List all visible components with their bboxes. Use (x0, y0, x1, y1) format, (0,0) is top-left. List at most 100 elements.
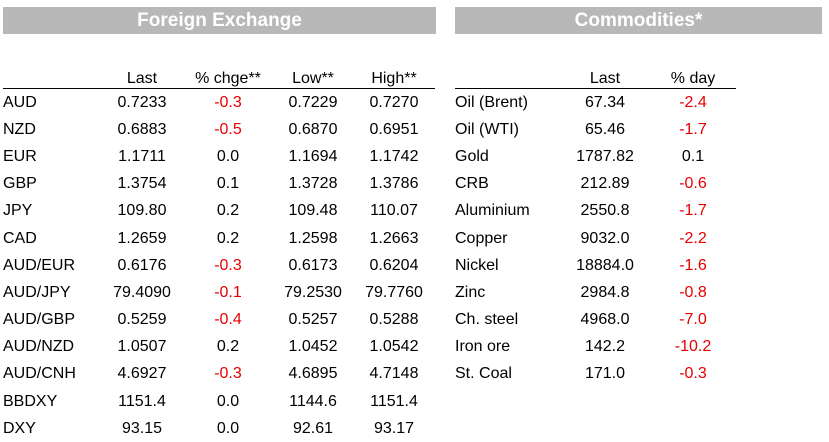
commodity-instrument-name: CRB (455, 175, 489, 193)
fx-value-cell: 1.0452 (288, 338, 338, 356)
fx-instrument-name: EUR (3, 147, 37, 165)
fx-value-cell: 0.6176 (117, 256, 167, 274)
fx-instrument-name: AUD/NZD (3, 338, 75, 356)
commodity-row: Oil (WTI) 65.46 -1.7 (455, 116, 736, 143)
fx-value-cell: 0.5257 (288, 311, 338, 329)
fx-value-cell: 1.1694 (288, 147, 338, 165)
fx-value-cell: 0.7270 (369, 93, 419, 111)
commodity-instrument-name: Aluminium (455, 202, 530, 220)
fx-value-cell: 0.2 (216, 229, 240, 247)
fx-col-header: % chge** (195, 70, 261, 87)
fx-value-cell: 79.2530 (284, 283, 342, 301)
commodity-instrument-name: Iron ore (455, 338, 511, 356)
fx-value-cell: 0.7229 (288, 93, 338, 111)
commodity-instrument-name: Zinc (455, 283, 486, 301)
fx-value-cell: 1.3786 (369, 175, 419, 193)
fx-value-cell: -0.4 (214, 311, 242, 329)
commodity-value-cell: -1.7 (679, 120, 707, 138)
fx-col-header (3, 64, 101, 89)
fx-value-cell: 1.2659 (117, 229, 167, 247)
fx-instrument-name: NZD (3, 120, 36, 138)
commodity-value-cell: 2984.8 (580, 283, 630, 301)
fx-table: Last % chge** Low** High** AUD 0.7233 -0.3 0.7… (3, 64, 435, 442)
commodity-row: Gold 1787.82 0.1 (455, 143, 736, 170)
fx-row: AUD/JPY 79.4090 -0.1 79.2530 79.7760 (3, 279, 435, 306)
fx-value-cell: 0.5288 (369, 311, 419, 329)
fx-row: AUD/NZD 1.0507 0.2 1.0452 1.0542 (3, 334, 435, 361)
commodity-value-cell: -1.6 (679, 256, 707, 274)
fx-value-cell: 0.6173 (288, 256, 338, 274)
fx-value-cell: 1.0507 (117, 338, 167, 356)
commodity-value-cell: 67.34 (584, 93, 626, 111)
commodity-row: Nickel 18884.0 -1.6 (455, 252, 736, 279)
fx-panel: Foreign Exchange Last % chge** Low** High**… (3, 7, 436, 442)
fx-value-cell: 0.7233 (117, 93, 167, 111)
commodity-row: Oil (Brent) 67.34 -2.4 (455, 89, 736, 117)
commodity-row: St. Coal 171.0 -0.3 (455, 361, 736, 388)
fx-value-cell: 0.1 (216, 175, 240, 193)
commodities-header-row: Last % day (455, 64, 736, 89)
commodity-value-cell: 142.2 (584, 338, 626, 356)
fx-value-cell: 93.17 (373, 419, 415, 437)
fx-value-cell: 1.3728 (288, 175, 338, 193)
commodity-value-cell: 171.0 (584, 365, 626, 383)
fx-header-row: Last % chge** Low** High** (3, 64, 435, 89)
fx-row: EUR 1.1711 0.0 1.1694 1.1742 (3, 143, 435, 170)
commodities-panel: Commodities* Last % day Oil (Brent) 67.34 -… (455, 7, 822, 388)
commodity-value-cell: 212.89 (580, 175, 630, 193)
fx-row: BBDXY 1151.4 0.0 1144.6 1151.4 (3, 388, 435, 415)
commodity-value-cell: -10.2 (674, 338, 712, 356)
fx-value-cell: 1.1742 (369, 147, 419, 165)
fx-row: CAD 1.2659 0.2 1.2598 1.2663 (3, 225, 435, 252)
fx-value-cell: 4.6895 (288, 365, 338, 383)
commodity-instrument-name: Oil (WTI) (455, 120, 519, 138)
commodity-value-cell: -2.2 (679, 229, 707, 247)
commodities-title: Commodities* (455, 7, 822, 34)
commodity-value-cell: 1787.82 (576, 147, 634, 165)
fx-col-header: Last (126, 70, 158, 87)
commodity-value-cell: 2550.8 (580, 202, 630, 220)
fx-value-cell: 0.2 (216, 202, 240, 220)
fx-value-cell: 1144.6 (289, 392, 337, 410)
fx-value-cell: 110.07 (370, 202, 418, 220)
fx-instrument-name: AUD/JPY (3, 283, 71, 301)
fx-value-cell: 1.2598 (288, 229, 338, 247)
commodity-row: Aluminium 2550.8 -1.7 (455, 198, 736, 225)
fx-value-cell: 0.6204 (369, 256, 419, 274)
fx-value-cell: -0.3 (214, 365, 242, 383)
fx-instrument-name: CAD (3, 229, 37, 247)
commodity-row: Zinc 2984.8 -0.8 (455, 279, 736, 306)
commodity-value-cell: -0.8 (679, 283, 707, 301)
fx-value-cell: 79.4090 (113, 283, 171, 301)
fx-col-header: Low** (292, 70, 334, 87)
commodity-instrument-name: Gold (455, 147, 489, 165)
fx-row: DXY 93.15 0.0 92.61 93.17 (3, 415, 435, 442)
commodity-instrument-name: St. Coal (455, 365, 512, 383)
fx-value-cell: -0.3 (214, 256, 242, 274)
fx-value-cell: 0.0 (216, 392, 240, 410)
commodity-value-cell: -0.3 (679, 365, 707, 383)
fx-row: AUD/EUR 0.6176 -0.3 0.6173 0.6204 (3, 252, 435, 279)
fx-row: AUD/CNH 4.6927 -0.3 4.6895 4.7148 (3, 361, 435, 388)
commodity-value-cell: 9032.0 (580, 229, 630, 247)
commodity-row: Ch. steel 4968.0 -7.0 (455, 307, 736, 334)
commodity-col-header (455, 64, 560, 89)
fx-instrument-name: AUD/GBP (3, 311, 76, 329)
commodity-value-cell: 18884.0 (576, 256, 634, 274)
fx-value-cell: 0.2 (216, 338, 240, 356)
fx-value-cell: 109.80 (117, 202, 167, 220)
fx-value-cell: 0.0 (216, 419, 240, 437)
commodity-instrument-name: Nickel (455, 256, 499, 274)
commodity-row: CRB 212.89 -0.6 (455, 171, 736, 198)
commodity-value-cell: 4968.0 (580, 311, 630, 329)
fx-row: GBP 1.3754 0.1 1.3728 1.3786 (3, 171, 435, 198)
commodity-col-header: % day (670, 70, 716, 87)
commodity-instrument-name: Oil (Brent) (455, 93, 528, 111)
fx-value-cell: 0.5259 (117, 311, 167, 329)
commodity-value-cell: 0.1 (681, 147, 705, 165)
commodity-col-header: Last (589, 70, 621, 87)
fx-row: NZD 0.6883 -0.5 0.6870 0.6951 (3, 116, 435, 143)
fx-instrument-name: AUD/CNH (3, 365, 76, 383)
commodity-row: Copper 9032.0 -2.2 (455, 225, 736, 252)
commodity-value-cell: -2.4 (679, 93, 707, 111)
